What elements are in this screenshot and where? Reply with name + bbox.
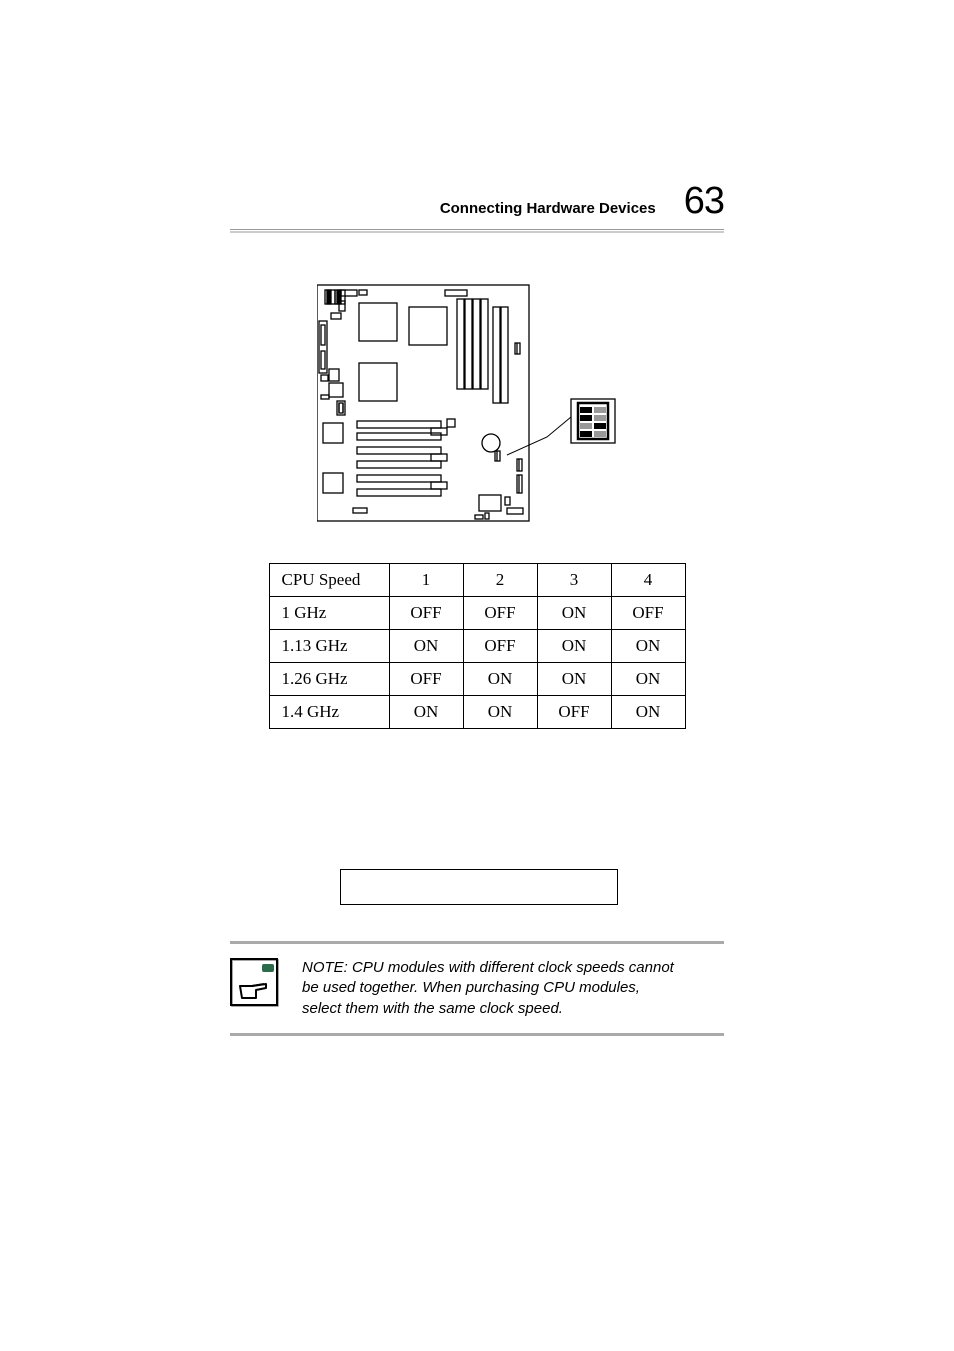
table-header-cell: 1	[389, 564, 463, 597]
table-cell: ON	[537, 630, 611, 663]
table-row: 1.4 GHz ON ON OFF ON	[269, 696, 685, 729]
header-divider	[230, 229, 724, 233]
table-cell: ON	[611, 696, 685, 729]
cpu-speed-table: CPU Speed 1 2 3 4 1 GHz OFF OFF ON OFF 1…	[269, 563, 686, 729]
table-row: 1.26 GHz OFF ON ON ON	[269, 663, 685, 696]
page-header: Connecting Hardware Devices 63	[230, 180, 724, 223]
note-bottom-divider	[230, 1033, 724, 1036]
table-cell: ON	[463, 663, 537, 696]
table-cell: OFF	[463, 597, 537, 630]
note-row: NOTE: CPU modules with different clock s…	[230, 958, 724, 1019]
table-cell: ON	[389, 630, 463, 663]
note-text: NOTE: CPU modules with different clock s…	[302, 958, 682, 1019]
table-header-row: CPU Speed 1 2 3 4	[269, 564, 685, 597]
table-header-cell: CPU Speed	[269, 564, 389, 597]
header-title: Connecting Hardware Devices	[440, 200, 656, 217]
table-cell: 1 GHz	[269, 597, 389, 630]
table-header-cell: 2	[463, 564, 537, 597]
table-header-cell: 3	[537, 564, 611, 597]
table-cell: 1.4 GHz	[269, 696, 389, 729]
note-top-divider	[230, 941, 724, 944]
table-cell: 1.13 GHz	[269, 630, 389, 663]
table-cell: OFF	[389, 663, 463, 696]
table-cell: OFF	[463, 630, 537, 663]
table-cell: ON	[611, 630, 685, 663]
table-cell: ON	[389, 696, 463, 729]
table-cell: ON	[537, 663, 611, 696]
table-cell: ON	[463, 696, 537, 729]
table-cell: ON	[537, 597, 611, 630]
motherboard-diagram	[230, 283, 724, 533]
table-cell: OFF	[389, 597, 463, 630]
table-cell: 1.26 GHz	[269, 663, 389, 696]
note-icon	[230, 958, 280, 1008]
table-row: 1 GHz OFF OFF ON OFF	[269, 597, 685, 630]
table-cell: ON	[611, 663, 685, 696]
table-cell: OFF	[537, 696, 611, 729]
table-row: 1.13 GHz ON OFF ON ON	[269, 630, 685, 663]
empty-box	[340, 869, 618, 905]
page-number: 63	[684, 180, 724, 223]
table-cell: OFF	[611, 597, 685, 630]
table-header-cell: 4	[611, 564, 685, 597]
